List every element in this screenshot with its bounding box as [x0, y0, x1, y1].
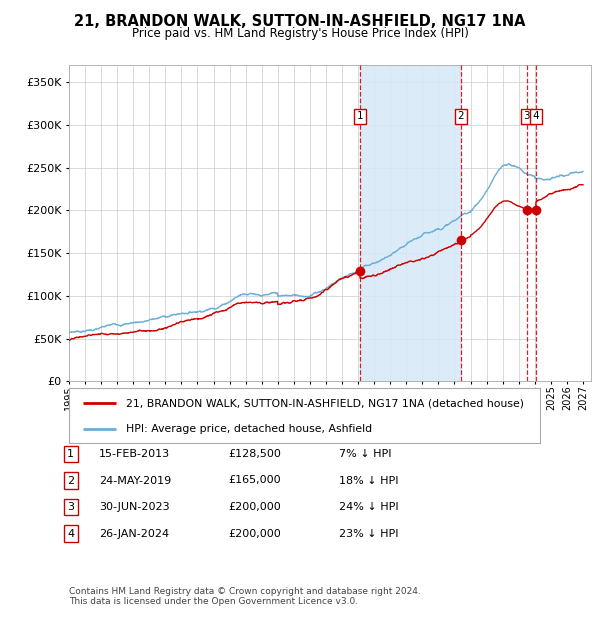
Text: 24-MAY-2019: 24-MAY-2019: [99, 476, 171, 485]
Text: 2: 2: [67, 476, 74, 485]
Text: 21, BRANDON WALK, SUTTON-IN-ASHFIELD, NG17 1NA (detached house): 21, BRANDON WALK, SUTTON-IN-ASHFIELD, NG…: [125, 398, 524, 408]
Text: 1: 1: [357, 112, 364, 122]
Text: 4: 4: [533, 112, 539, 122]
Text: Contains HM Land Registry data © Crown copyright and database right 2024.
This d: Contains HM Land Registry data © Crown c…: [69, 587, 421, 606]
Text: £200,000: £200,000: [228, 529, 281, 539]
Text: 26-JAN-2024: 26-JAN-2024: [99, 529, 169, 539]
Text: £128,500: £128,500: [228, 449, 281, 459]
Text: 1: 1: [67, 449, 74, 459]
Text: 30-JUN-2023: 30-JUN-2023: [99, 502, 170, 512]
Text: 2: 2: [458, 112, 464, 122]
Text: £200,000: £200,000: [228, 502, 281, 512]
Text: Price paid vs. HM Land Registry's House Price Index (HPI): Price paid vs. HM Land Registry's House …: [131, 27, 469, 40]
Text: 15-FEB-2013: 15-FEB-2013: [99, 449, 170, 459]
Text: HPI: Average price, detached house, Ashfield: HPI: Average price, detached house, Ashf…: [125, 424, 371, 435]
Text: 3: 3: [67, 502, 74, 512]
Text: 21, BRANDON WALK, SUTTON-IN-ASHFIELD, NG17 1NA: 21, BRANDON WALK, SUTTON-IN-ASHFIELD, NG…: [74, 14, 526, 29]
Text: £165,000: £165,000: [228, 476, 281, 485]
Bar: [536, 65, 591, 381]
Text: 3: 3: [523, 112, 530, 122]
Text: 7% ↓ HPI: 7% ↓ HPI: [339, 449, 391, 459]
Text: 24% ↓ HPI: 24% ↓ HPI: [339, 502, 398, 512]
Bar: [536, 65, 591, 381]
Text: 23% ↓ HPI: 23% ↓ HPI: [339, 529, 398, 539]
Bar: [360, 65, 461, 381]
Text: 4: 4: [67, 529, 74, 539]
Text: 18% ↓ HPI: 18% ↓ HPI: [339, 476, 398, 485]
